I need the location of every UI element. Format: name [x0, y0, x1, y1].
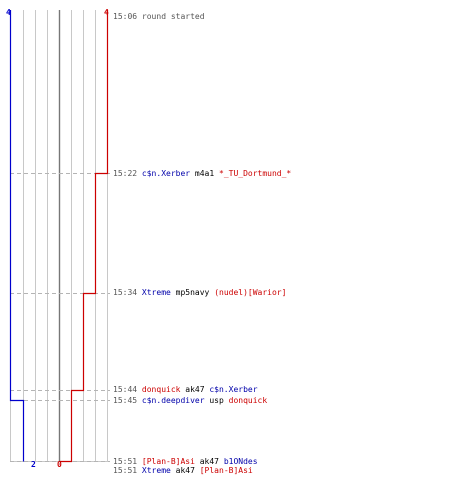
event-time: 15:45 — [113, 396, 138, 405]
event-weapon: usp — [204, 396, 229, 405]
blue-bottom-score-label: 2 — [31, 460, 36, 469]
chart-grid — [10, 10, 108, 462]
event-player-blue: b1ONdes — [223, 457, 258, 466]
blue-team-series-line — [9, 10, 25, 462]
event-log-line: 15:06 round started — [113, 12, 205, 22]
red-team-series-line — [59, 10, 109, 463]
event-player-red: (nudel)[Warior] — [214, 288, 287, 297]
red-top-score-label: 4 — [104, 8, 109, 17]
event-time: 15:51 — [113, 457, 138, 466]
event-time: 15:51 — [113, 466, 138, 475]
event-player-blue: c$n.Xerber — [209, 385, 258, 394]
score-series — [9, 10, 109, 463]
blue-top-score-label: 4 — [6, 8, 11, 17]
event-message: round started — [141, 12, 205, 21]
event-time: 15:22 — [113, 169, 138, 178]
event-time: 15:44 — [113, 385, 138, 394]
event-weapon: ak47 — [170, 466, 200, 475]
event-player-red: [Plan-B]Asi — [141, 457, 195, 466]
event-log-line: 15:34 Xtreme mp5navy (nudel)[Warior] — [113, 288, 286, 298]
event-time: 15:06 — [113, 12, 138, 21]
event-log-line: 15:22 c$n.Xerber m4a1 *_TU_Dortmund_* — [113, 169, 291, 179]
event-weapon: ak47 — [194, 457, 224, 466]
event-log-line: 15:44 donquick ak47 c$n.Xerber — [113, 385, 258, 395]
event-player-blue: Xtreme — [141, 466, 171, 475]
red-bottom-score-label: 0 — [57, 460, 62, 469]
event-player-red: [Plan-B]Asi — [199, 466, 253, 475]
event-log-line: 15:51 [Plan-B]Asi ak47 b1ONdes — [113, 457, 258, 467]
event-player-red: donquick — [228, 396, 268, 405]
score-axis-labels: 4 4 2 0 — [6, 8, 109, 469]
event-time: 15:34 — [113, 288, 138, 297]
event-weapon: m4a1 — [190, 169, 219, 178]
event-log-line: 15:45 c$n.deepdiver usp donquick — [113, 396, 267, 406]
event-player-blue: c$n.Xerber — [141, 169, 191, 178]
event-weapon: mp5navy — [170, 288, 215, 297]
event-player-red: *_TU_Dortmund_* — [219, 169, 292, 178]
event-player-blue: Xtreme — [141, 288, 171, 297]
event-player-blue: c$n.deepdiver — [141, 396, 205, 405]
event-player-red: donquick — [141, 385, 181, 394]
event-weapon: ak47 — [180, 385, 210, 394]
event-log-line: 15:51 Xtreme ak47 [Plan-B]Asi — [113, 466, 253, 476]
